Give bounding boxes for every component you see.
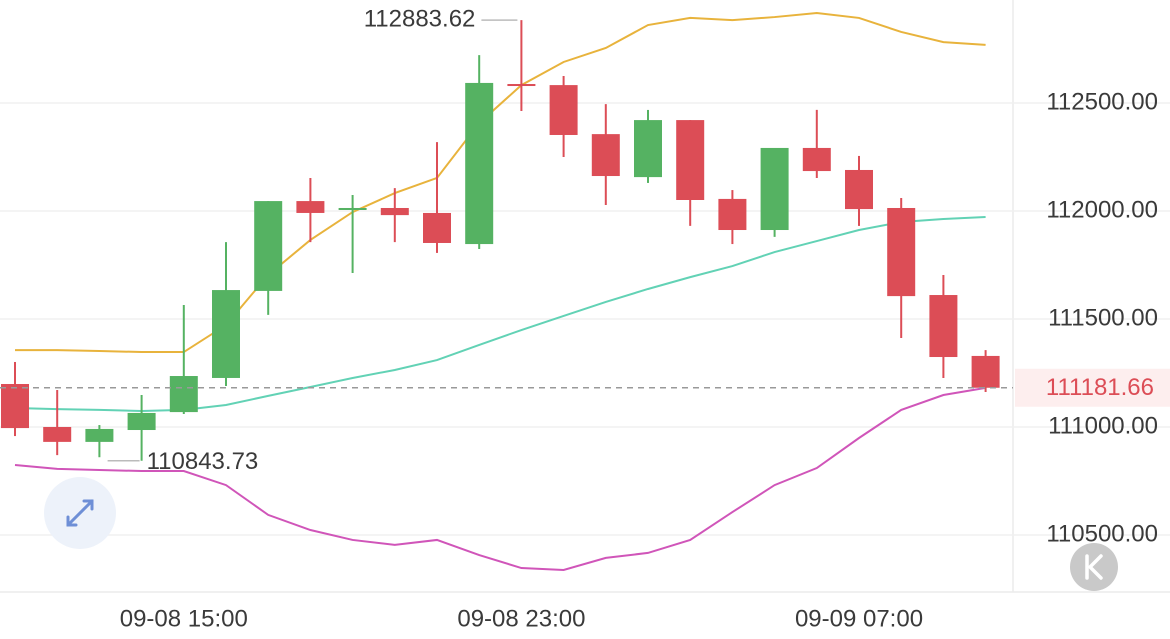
y-tick-label: 111000.00 — [1048, 412, 1158, 439]
candle-body — [845, 169, 873, 210]
y-tick-label: 110500.00 — [1046, 520, 1158, 547]
candle-body — [1, 384, 29, 429]
plot: 112500.00 112000.00 111500.00 111000.00 1105… — [0, 6, 1170, 632]
candle-body — [254, 201, 283, 291]
candle-body — [380, 207, 409, 216]
candle-body — [760, 147, 789, 231]
candle-body — [296, 201, 325, 213]
expand-button[interactable] — [44, 477, 116, 549]
candle-body — [85, 428, 114, 442]
last-price-label: 111181.66 — [1046, 374, 1154, 401]
candle-body — [718, 198, 747, 231]
candle-body — [212, 290, 240, 378]
x-tick-label: 09-08 23:00 — [457, 605, 585, 632]
candle-body — [929, 295, 958, 358]
min-label: 110843.73 — [147, 448, 259, 475]
x-tick-label: 09-09 07:00 — [795, 605, 923, 632]
candle-body — [43, 426, 72, 442]
candle-body — [465, 82, 494, 245]
candle-body — [591, 134, 620, 177]
expand-icon — [66, 499, 94, 527]
candle-body — [338, 207, 367, 210]
max-label: 112883.62 — [364, 6, 476, 33]
back-icon — [1085, 554, 1103, 580]
candle-body — [802, 147, 831, 172]
candle-body — [971, 355, 1000, 388]
candle-body — [507, 84, 536, 87]
last-price-box — [1015, 368, 1170, 407]
y-tick-label: 111500.00 — [1048, 304, 1158, 331]
candle-body — [423, 212, 451, 243]
candle-body — [127, 412, 156, 431]
candle-body — [634, 120, 662, 178]
candle-body — [549, 85, 578, 135]
band-line — [15, 11, 986, 354]
candle-body — [676, 120, 705, 200]
candle-body — [887, 207, 916, 297]
back-button[interactable] — [1070, 543, 1118, 591]
y-tick-label: 112500.00 — [1046, 88, 1158, 115]
candle-body — [169, 376, 198, 413]
band-line — [14, 386, 986, 571]
x-tick-label: 09-08 15:00 — [120, 605, 248, 632]
y-tick-label: 112000.00 — [1046, 196, 1158, 223]
